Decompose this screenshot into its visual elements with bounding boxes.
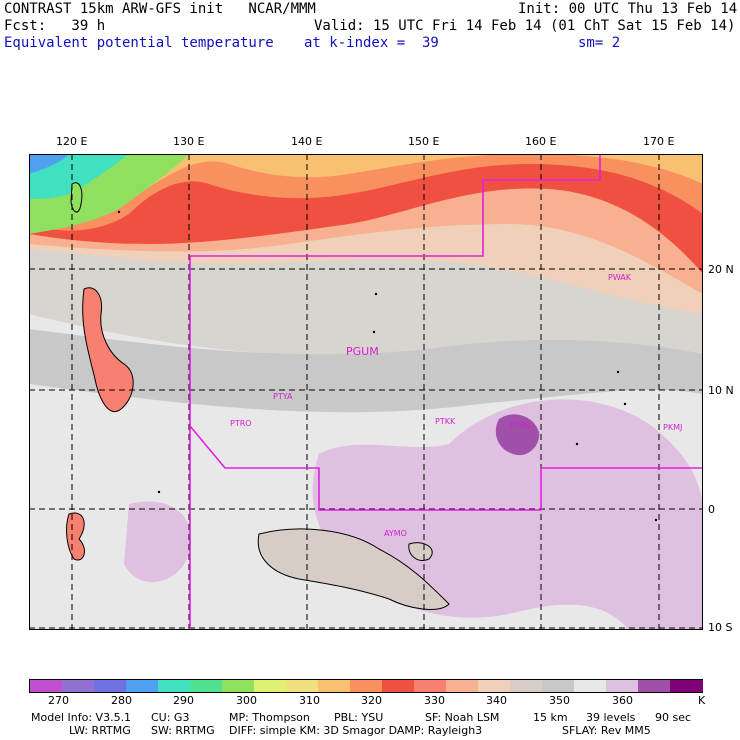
valid-time: Valid: 15 UTC Fri 14 Feb 14 (01 ChT Sat … xyxy=(314,18,736,34)
lon-label-120e: 120 E xyxy=(56,135,88,148)
model-title: CONTRAST 15km ARW-GFS init NCAR/MMM xyxy=(4,1,316,17)
fir-boundary xyxy=(189,154,703,630)
colorbar-label-270: 270 xyxy=(48,694,69,707)
colorbar-label-350: 350 xyxy=(549,694,570,707)
colorbar-label-280: 280 xyxy=(111,694,132,707)
lon-label-140e: 140 E xyxy=(291,135,323,148)
station-pkmj: PKMJ xyxy=(663,423,683,432)
lat-label-0: 0 xyxy=(708,503,715,516)
colorbar-label-310: 310 xyxy=(299,694,320,707)
colorbar-swatch xyxy=(158,680,191,692)
station-ptro: PTRO xyxy=(230,419,252,428)
field-name: Equivalent potential temperature xyxy=(4,35,274,51)
colorbar-swatch xyxy=(126,680,159,692)
lon-label-160e: 160 E xyxy=(525,135,557,148)
station-ptpn: PTPN xyxy=(510,421,531,430)
band-red xyxy=(29,154,703,274)
station-pgum: PGUM xyxy=(346,345,379,358)
footer-levels: 39 levels xyxy=(586,711,636,724)
colorbar-swatch xyxy=(94,680,127,692)
colorbar-swatch xyxy=(254,680,287,692)
colorbar-swatch xyxy=(190,680,223,692)
station-ptya: PTYA xyxy=(273,392,293,401)
footer-sf: SF: Noah LSM xyxy=(425,711,500,724)
bismarck-land xyxy=(408,542,433,561)
colorbar-swatch xyxy=(638,680,671,692)
colorbar-swatch xyxy=(318,680,351,692)
lon-label-130e: 130 E xyxy=(173,135,205,148)
colorbar-swatch xyxy=(286,680,319,692)
lat-label-10s: 10 S xyxy=(708,621,733,634)
colorbar-label-340: 340 xyxy=(486,694,507,707)
colorbar-swatch xyxy=(478,680,511,692)
colorbar-label-300: 300 xyxy=(236,694,257,707)
colorbar-swatch xyxy=(62,680,95,692)
lavender-west xyxy=(124,501,191,583)
philippines-land xyxy=(82,287,134,412)
station-ptkk: PTKK xyxy=(435,417,456,426)
forecast-hour: Fcst: 39 h xyxy=(4,18,106,34)
smoothing-info: sm= 2 xyxy=(578,35,621,51)
colorbar-swatch xyxy=(542,680,575,692)
footer-resolution: 15 km xyxy=(533,711,568,724)
colorbar-unit: K xyxy=(698,694,706,707)
lat-label-20n: 20 N xyxy=(708,263,734,276)
colorbar-swatch xyxy=(574,680,607,692)
purple-core xyxy=(495,414,540,456)
colorbar-label-360: 360 xyxy=(612,694,633,707)
station-pwak: PWAK xyxy=(608,273,632,282)
footer-sflay: SFLAY: Rev MM5 xyxy=(562,724,651,737)
colorbar-swatch xyxy=(350,680,383,692)
footer-sw: SW: RRTMG xyxy=(151,724,215,737)
colorbar-swatch xyxy=(606,680,639,692)
footer-mp: MP: Thompson xyxy=(229,711,310,724)
colorbar-swatch xyxy=(30,680,63,692)
colorbar-label-320: 320 xyxy=(361,694,382,707)
footer-model-info: Model Info: V3.5.1 xyxy=(31,711,132,724)
station-aymo: AYMO xyxy=(384,529,407,538)
level-info: at k-index = 39 xyxy=(304,35,439,51)
colorbar-swatch xyxy=(510,680,543,692)
band-blue xyxy=(29,154,69,174)
lon-label-150e: 150 E xyxy=(408,135,440,148)
colorbar-swatch xyxy=(446,680,479,692)
footer-diff: DIFF: simple KM: 3D Smagor DAMP: Rayleig… xyxy=(229,724,483,737)
lat-label-10n: 10 N xyxy=(708,384,734,397)
colorbar-swatch xyxy=(382,680,415,692)
footer-cu: CU: G3 xyxy=(151,711,190,724)
band-grey-light xyxy=(29,329,703,413)
colorbar-swatch xyxy=(670,680,703,692)
footer-timestep: 90 sec xyxy=(655,711,692,724)
footer-pbl: PBL: YSU xyxy=(334,711,384,724)
footer-lw: LW: RRTMG xyxy=(69,724,131,737)
lon-label-170e: 170 E xyxy=(643,135,675,148)
new-guinea-land xyxy=(257,528,450,610)
init-time: Init: 00 UTC Thu 13 Feb 14 xyxy=(518,1,738,17)
colorbar-swatch xyxy=(414,680,447,692)
sulawesi-land xyxy=(66,512,85,561)
colorbar-label-330: 330 xyxy=(424,694,445,707)
colorbar-swatch xyxy=(222,680,255,692)
colorbar-label-290: 290 xyxy=(173,694,194,707)
weather-map xyxy=(29,154,703,630)
band-orange xyxy=(29,154,703,231)
colorbar xyxy=(29,679,703,693)
band-cyan xyxy=(29,154,129,199)
taiwan-land xyxy=(70,182,83,213)
